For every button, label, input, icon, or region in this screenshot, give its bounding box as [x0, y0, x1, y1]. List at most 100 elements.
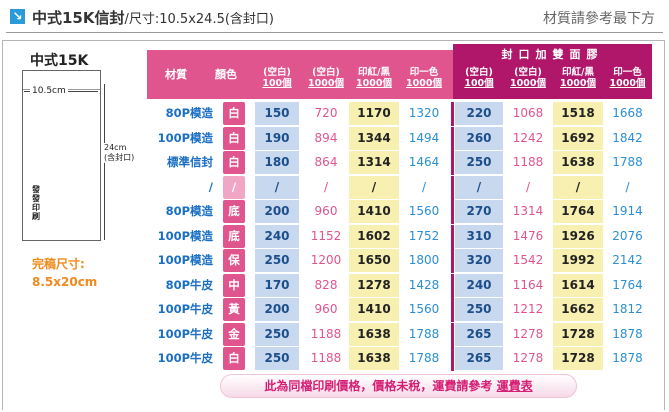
price-cell: 1152 — [310, 228, 342, 243]
material-cell: 100P模造 — [157, 253, 213, 267]
price-cell: 1560 — [408, 302, 440, 316]
price-cell: 1188 — [512, 155, 544, 169]
price-cell: 1494 — [408, 130, 440, 145]
price-cell: 250 — [255, 347, 299, 370]
price-cell: 1728 — [553, 322, 603, 346]
material-cell: 100P牛皮 — [157, 326, 213, 341]
price-cell: 1476 — [512, 228, 544, 243]
price-cell: 240 — [255, 224, 299, 248]
size-text: /尺寸:10.5x24.5(含封口) — [124, 12, 275, 27]
price-cell: 250 — [455, 151, 503, 174]
price-cell: 1242 — [512, 130, 544, 145]
color-cell: 金黃 — [223, 322, 245, 364]
price-cell: 1170 — [349, 102, 399, 125]
price-cell: 1992 — [553, 249, 603, 272]
table-row: 80P牛皮中興 170 828 1278 1428 240 1164 1614 1764 — [147, 273, 652, 315]
material-cell: 80P牛皮 — [165, 277, 213, 292]
shipping-fee-link[interactable]: 運費表 — [496, 379, 533, 393]
header-onecolor-1000: 印一色 1000個 — [406, 67, 442, 89]
header-material: 材質 — [165, 68, 187, 81]
price-cell: 1692 — [553, 126, 603, 150]
price-cell: 1728 — [553, 347, 603, 370]
price-cell: 1278 — [512, 351, 544, 365]
table-row: 100P牛皮金黃 250 1188 1638 1788 265 1278 1728 1878 — [147, 322, 652, 364]
height-label: 24cm (含封口) — [104, 143, 135, 163]
table-header-right — [453, 44, 652, 99]
header-g-blank-1000: (空白) 1000個 — [510, 67, 546, 89]
price-cell: 1314 — [349, 151, 399, 174]
material-cell: 標準信封 — [167, 155, 213, 169]
color-cell: 黃 — [223, 298, 245, 321]
price-cell: 720 — [314, 106, 338, 120]
price-cell: 960 — [314, 302, 338, 316]
price-cell: 1668 — [612, 106, 643, 120]
price-cell: 1662 — [553, 298, 603, 321]
header-blank-1000: (空白) 1000個 — [308, 67, 344, 89]
price-cell: 1068 — [512, 106, 544, 120]
table-header-left — [147, 50, 453, 99]
product-card — [2, 40, 665, 410]
header-redblack-1000: 印紅/黑 1000個 — [356, 67, 392, 89]
table-row: 100P牛皮黃 200 960 1410 1560 250 1212 1662 1812 — [147, 298, 652, 322]
price-cell: 1410 — [349, 200, 399, 223]
color-cell: / — [223, 175, 245, 199]
envelope-illustration — [22, 70, 101, 241]
price-cell: 1614 — [553, 273, 603, 297]
price-cell: 1278 — [349, 273, 399, 297]
price-cell: 1764 — [612, 277, 643, 292]
price-cell: 320 — [455, 249, 503, 272]
group-divider — [451, 200, 454, 224]
price-cell: 250 — [255, 322, 299, 346]
price-cell: 1638 — [553, 151, 603, 174]
group-divider — [451, 322, 454, 347]
price-cell: / — [553, 175, 603, 199]
price-cell: 1410 — [349, 298, 399, 321]
price-cell: 150 — [255, 102, 299, 125]
price-cell: / — [421, 179, 427, 194]
group-title: 封口加雙面膠 — [501, 48, 604, 61]
price-cell: 2076 — [612, 228, 643, 243]
price-cell: 200 — [255, 298, 299, 321]
header-g-blank-100: (空白) 100個 — [464, 67, 494, 89]
price-cell: 1788 — [408, 351, 440, 365]
price-cell: 270 — [455, 200, 503, 223]
page-title: 中式15K信封/尺寸:10.5x24.5(含封口) — [32, 9, 275, 27]
envelope-title: 中式15K — [30, 53, 89, 69]
group-divider — [451, 175, 454, 200]
table-row: 100P模造白 190 894 1344 1494 260 1242 1692 1842 — [147, 126, 652, 151]
price-cell: 1752 — [408, 228, 440, 243]
price-cell: 310 — [455, 224, 503, 248]
table-row: 100P牛皮白 250 1188 1638 1788 265 1278 1728 1878 — [147, 347, 652, 371]
price-cell: 1800 — [408, 253, 440, 267]
color-cell: 白 — [223, 102, 245, 125]
price-cell: 1638 — [349, 322, 399, 346]
price-cell: / — [525, 179, 531, 194]
price-cell: 1320 — [408, 106, 440, 120]
group-divider — [451, 298, 454, 322]
price-cell: 828 — [314, 277, 338, 292]
price-cell: 1812 — [612, 302, 643, 316]
price-cell: 250 — [455, 298, 503, 321]
price-cell: 190 — [255, 126, 299, 150]
price-cell: / — [349, 175, 399, 199]
price-cell: 1518 — [553, 102, 603, 125]
header-g-redblack-1000: 印紅/黑 1000個 — [560, 67, 596, 89]
price-cell: 1788 — [408, 326, 440, 341]
material-cell: 80P模造 — [165, 106, 213, 120]
material-cell: 100P牛皮 — [157, 302, 213, 316]
table-row: 100P模造底紋 240 1152 1602 1752 310 1476 1926 2076 — [147, 224, 652, 266]
price-cell: 960 — [314, 204, 338, 218]
price-cell: 894 — [314, 130, 338, 145]
finished-size: 完稿尺寸: 8.5x20cm — [32, 257, 98, 289]
header-color: 顏色 — [215, 68, 237, 81]
price-cell: 1164 — [512, 277, 544, 292]
table-row: 80P模造底紋 200 960 1410 1560 270 1314 1764 1914 — [147, 200, 652, 241]
material-cell: 100P模造 — [157, 228, 213, 243]
price-cell: / — [255, 175, 299, 199]
price-cell: 1926 — [553, 224, 603, 248]
group-divider — [451, 273, 454, 298]
price-cell: 180 — [255, 151, 299, 174]
price-cell: 200 — [255, 200, 299, 223]
price-cell: 1878 — [612, 351, 643, 365]
price-cell: 1428 — [408, 277, 440, 292]
